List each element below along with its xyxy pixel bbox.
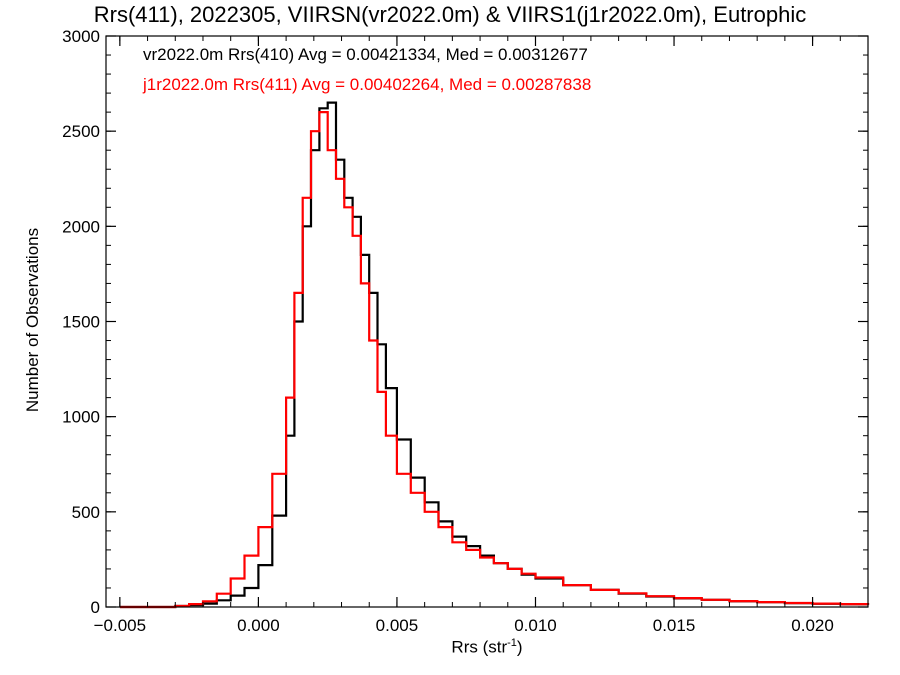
x-axis-label-tail: ) xyxy=(516,637,523,657)
legend-entry-black: vr2022.0m Rrs(410) Avg = 0.00421334, Med… xyxy=(143,45,588,64)
y-tick-label: 0 xyxy=(91,598,100,617)
chart-title: Rrs(411), 2022305, VIIRSN(vr2022.0m) & V… xyxy=(93,2,807,27)
x-axis-label: Rrs (str-1) xyxy=(451,637,522,658)
y-tick-label: 2000 xyxy=(62,217,100,236)
x-tick-label: 0.005 xyxy=(376,616,419,635)
x-tick-label: 0.015 xyxy=(653,616,696,635)
series-line-red xyxy=(119,111,870,609)
y-tick-label: 1500 xyxy=(62,313,100,332)
series-layer xyxy=(119,101,870,609)
x-tick-label: 0.010 xyxy=(514,616,557,635)
y-tick-label: 3000 xyxy=(62,27,100,46)
x-axis-label-main: Rrs (str xyxy=(451,637,508,657)
x-tick-label: 0.020 xyxy=(791,616,834,635)
x-tick-label: −0.005 xyxy=(94,616,146,635)
legend-entry-red: j1r2022.0m Rrs(411) Avg = 0.00402264, Me… xyxy=(143,75,592,94)
y-tick-label: 2500 xyxy=(62,122,100,141)
y-tick-label: 500 xyxy=(72,503,100,522)
ticks-layer: −0.005 0.000 0.005 0.010 0.015 0.020 0 500 1000 1… xyxy=(62,27,869,635)
series-line-black xyxy=(119,101,870,609)
x-tick-label: 0.000 xyxy=(237,616,280,635)
x-axis-label-superscript: -1 xyxy=(507,637,517,649)
y-axis-label: Number of Observations xyxy=(23,227,42,413)
y-tick-label: 1000 xyxy=(62,408,100,427)
plot-frame xyxy=(105,35,869,608)
